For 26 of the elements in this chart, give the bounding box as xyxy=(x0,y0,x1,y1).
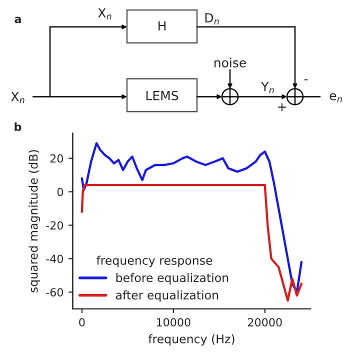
legend-title: frequency response xyxy=(96,256,212,268)
text: X$_{n}$ xyxy=(11,92,24,104)
y-tick-label: -40 xyxy=(46,254,64,264)
y-tick-label: 0 xyxy=(57,188,64,196)
x-tick-label: 10000 xyxy=(156,318,190,327)
x-tick-label: 0 xyxy=(79,318,85,327)
y-axis-title: squared magnitude (dB) xyxy=(28,150,40,292)
legend-label: after equalization xyxy=(116,290,218,302)
text: e$_{n}$ xyxy=(330,93,342,102)
text: D$_{n}$ xyxy=(205,13,219,24)
chart-title: b xyxy=(14,122,22,132)
text: noise xyxy=(214,58,246,68)
y-tick-label: -20 xyxy=(46,221,64,230)
text: - xyxy=(304,79,308,80)
x-tick-label: 20000 xyxy=(248,318,282,327)
text: Y$_{n}$ xyxy=(261,82,274,94)
x-axis-title: frequency (Hz) xyxy=(148,334,234,346)
y-tick-label: 20 xyxy=(50,154,64,163)
text: LEMS xyxy=(146,90,178,100)
text: H xyxy=(158,21,166,30)
text: + xyxy=(278,103,286,112)
legend-label: before equalization xyxy=(116,273,228,284)
text: a xyxy=(14,16,21,24)
y-tick-label: -60 xyxy=(46,288,64,297)
line-series xyxy=(80,184,303,302)
text: X$_{n}$ xyxy=(98,8,112,20)
